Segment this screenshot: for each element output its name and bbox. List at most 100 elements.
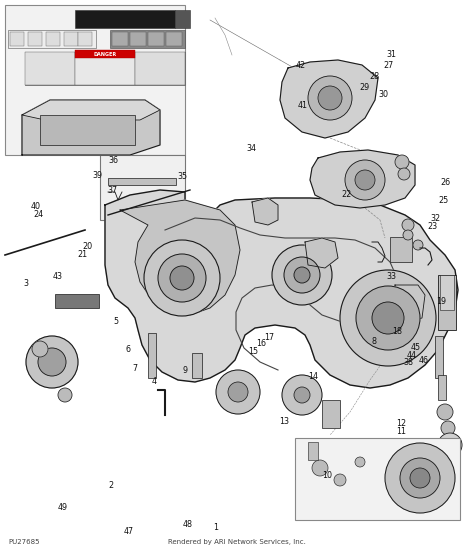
Bar (130, 32, 146, 46)
Circle shape (312, 460, 328, 476)
Text: 4: 4 (152, 377, 156, 386)
Bar (64, 32, 78, 46)
Circle shape (400, 458, 440, 498)
Bar (112, 32, 128, 46)
Text: 12: 12 (396, 419, 407, 428)
Polygon shape (305, 238, 338, 268)
Text: 27: 27 (383, 61, 394, 70)
Bar (390, 237, 412, 262)
Text: 20: 20 (82, 242, 93, 251)
Bar (166, 32, 182, 46)
Bar (175, 10, 190, 28)
Text: 23: 23 (427, 222, 438, 231)
Circle shape (26, 336, 78, 388)
Bar (148, 32, 164, 46)
Text: 22: 22 (341, 190, 351, 199)
Text: 28: 28 (369, 72, 380, 81)
Polygon shape (280, 60, 378, 138)
Text: 43: 43 (53, 272, 63, 281)
Circle shape (413, 240, 423, 250)
Circle shape (385, 443, 455, 513)
Bar (308, 442, 318, 460)
Text: 25: 25 (438, 196, 448, 205)
Bar (8, 30, 96, 48)
Text: 7: 7 (133, 364, 137, 373)
Bar (135, 52, 185, 85)
Bar (25, 52, 185, 85)
Text: 49: 49 (58, 503, 68, 512)
Text: DANGER: DANGER (93, 51, 117, 56)
Circle shape (158, 254, 206, 302)
Text: 2: 2 (109, 481, 114, 490)
Circle shape (294, 267, 310, 283)
Text: 21: 21 (77, 250, 87, 259)
Circle shape (345, 160, 385, 200)
Text: 13: 13 (279, 417, 290, 426)
Text: 24: 24 (34, 210, 44, 219)
Circle shape (228, 382, 248, 402)
Text: 29: 29 (359, 83, 369, 92)
Bar (75, 50, 135, 58)
Text: 34: 34 (246, 144, 256, 153)
Text: 18: 18 (392, 327, 402, 336)
Text: 10: 10 (322, 471, 332, 480)
Polygon shape (105, 190, 458, 388)
Circle shape (284, 257, 320, 293)
Circle shape (144, 240, 220, 316)
Circle shape (272, 245, 332, 305)
Text: 36: 36 (109, 156, 119, 165)
Circle shape (216, 370, 260, 414)
Text: 17: 17 (264, 333, 274, 342)
Text: 40: 40 (30, 202, 41, 211)
Circle shape (170, 266, 194, 290)
Text: 9: 9 (182, 366, 187, 375)
Text: 39: 39 (92, 171, 102, 180)
Circle shape (355, 457, 365, 467)
Circle shape (441, 421, 455, 435)
Bar (438, 275, 456, 330)
Text: 1: 1 (213, 523, 218, 531)
Bar (10, 32, 24, 46)
Text: 6: 6 (126, 345, 130, 354)
Text: 44: 44 (406, 351, 417, 359)
Bar (55, 294, 99, 308)
Bar (438, 375, 446, 400)
Text: 45: 45 (411, 343, 421, 352)
Text: 33: 33 (386, 272, 396, 281)
Circle shape (38, 348, 66, 376)
Circle shape (444, 439, 456, 451)
Text: 38: 38 (403, 358, 414, 367)
Bar (100, 155, 185, 220)
Text: 31: 31 (386, 50, 396, 59)
Circle shape (282, 375, 322, 415)
Bar (110, 30, 185, 48)
Bar (322, 400, 340, 428)
Text: 16: 16 (255, 340, 266, 348)
Text: PU27685: PU27685 (8, 539, 39, 545)
Text: 42: 42 (295, 61, 306, 70)
Bar (78, 32, 92, 46)
Bar (5, 5, 185, 155)
Circle shape (372, 302, 404, 334)
Bar (440, 275, 454, 310)
Bar (46, 32, 60, 46)
Text: 14: 14 (308, 372, 318, 380)
Polygon shape (395, 285, 425, 322)
Text: 11: 11 (396, 427, 407, 436)
Text: 3: 3 (24, 279, 28, 288)
Bar (40, 115, 135, 145)
Circle shape (356, 286, 420, 350)
Bar (148, 333, 156, 378)
Text: 5: 5 (114, 317, 118, 326)
Text: 48: 48 (182, 520, 192, 529)
Text: 19: 19 (436, 297, 446, 306)
Text: 46: 46 (418, 356, 428, 365)
Polygon shape (22, 100, 160, 155)
Bar (25, 52, 75, 85)
Circle shape (403, 230, 413, 240)
Polygon shape (22, 100, 160, 120)
Bar (192, 353, 202, 378)
Circle shape (402, 219, 414, 231)
Circle shape (395, 155, 409, 169)
Circle shape (294, 387, 310, 403)
